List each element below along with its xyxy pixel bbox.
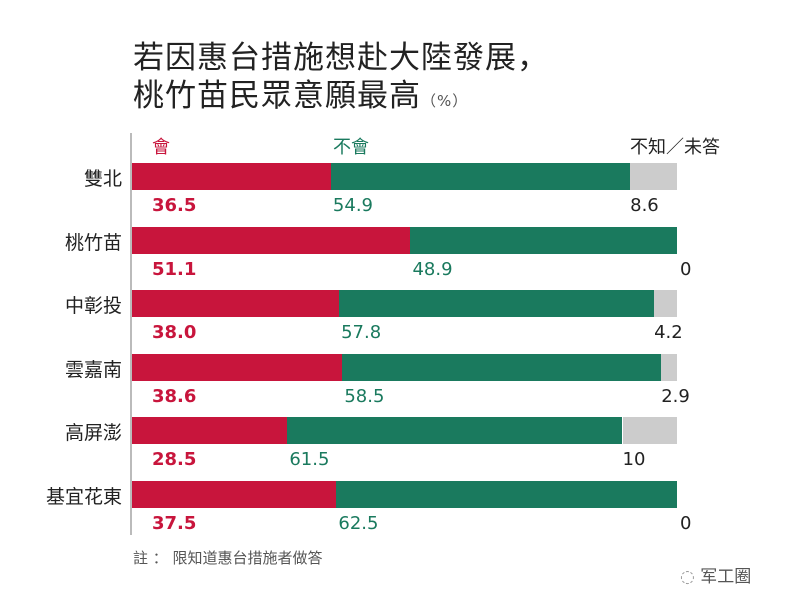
data-label: 48.9 [412,258,453,280]
bar-segment [132,481,337,508]
data-label: 57.8 [341,322,382,344]
data-label: 10 [622,449,646,471]
data-label: 0 [680,258,692,280]
bar-segment [132,226,411,254]
bar-segment [654,290,677,318]
category-label: 基宜花東 [45,486,122,508]
chart-title-line2: 桃竹苗民眾意願最高（%） [133,70,468,115]
bar-segment [339,290,655,318]
data-label: 51.1 [152,258,197,280]
data-label: 37.5 [152,513,197,534]
data-label: 62.5 [338,513,379,534]
category-label: 雲嘉南 [64,358,122,381]
legend-will: 會 [152,137,170,158]
data-label: 61.5 [289,449,330,471]
bar-segment [132,163,331,190]
bar-segment [132,417,288,445]
chart-title: 若因惠台措施想赴大陸發展， [133,40,549,76]
data-label: 28.5 [152,449,197,471]
data-label: 4.2 [654,322,683,344]
data-label: 38.6 [152,385,197,407]
legend-will-not: 不會 [333,137,369,158]
data-label: 58.5 [344,385,385,407]
bar-segment [287,417,623,445]
bar-segment [132,290,340,318]
unit-label: （%） [421,92,469,110]
data-label: 36.5 [152,195,197,216]
bar-segment [630,163,677,190]
wechat-icon: ◌ [680,567,701,587]
data-label: 54.9 [332,195,373,216]
legend-unknown: 不知／未答 [630,137,720,158]
watermark-text: 军工圈 [700,567,752,587]
watermark: ◌ 军工圈 [680,562,751,587]
bar-segment [661,353,677,381]
bar-segment [622,417,677,445]
footnote: 註 ： 限知道惠台措施者做答 [133,549,323,567]
bar-segment [132,353,343,381]
bar-segment [330,163,631,190]
bar-segment [336,481,677,508]
category-label: 桃竹苗 [64,231,122,254]
data-label: 2.9 [661,385,690,407]
y-axis-line [130,133,132,535]
data-label: 38.0 [152,322,197,344]
category-label: 高屏澎 [64,422,122,445]
title-line2-text: 桃竹苗民眾意願最高 [133,78,421,114]
category-label: 雙北 [83,168,122,190]
bar-segment [410,226,677,254]
bar-segment [342,353,662,381]
data-label: 8.6 [630,195,659,216]
data-label: 0 [680,513,692,534]
category-label: 中彰投 [64,295,122,318]
